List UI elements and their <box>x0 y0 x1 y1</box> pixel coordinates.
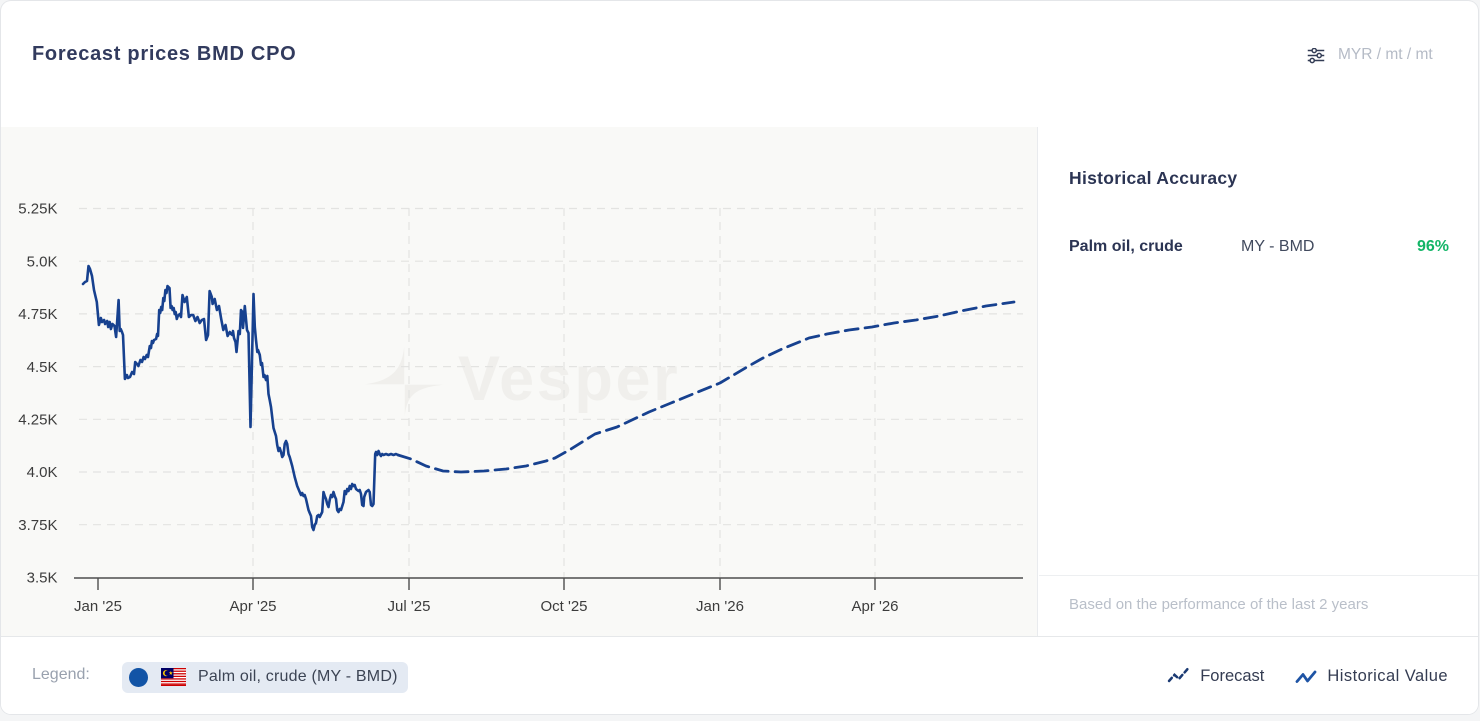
svg-text:Vesper: Vesper <box>458 344 680 414</box>
svg-text:5.0K: 5.0K <box>27 253 58 270</box>
svg-text:Jan '26: Jan '26 <box>696 598 744 615</box>
svg-text:Apr '25: Apr '25 <box>229 598 276 615</box>
svg-text:Oct '25: Oct '25 <box>540 598 587 615</box>
svg-text:5.25K: 5.25K <box>18 201 57 218</box>
svg-text:4.25K: 4.25K <box>18 412 57 429</box>
svg-text:Jul '25: Jul '25 <box>388 598 431 615</box>
svg-text:Jan '25: Jan '25 <box>74 598 122 615</box>
svg-text:4.0K: 4.0K <box>27 464 58 481</box>
svg-text:3.75K: 3.75K <box>18 517 57 534</box>
svg-text:Apr '26: Apr '26 <box>851 598 898 615</box>
svg-text:4.5K: 4.5K <box>27 359 58 376</box>
svg-text:4.75K: 4.75K <box>18 306 57 323</box>
svg-text:3.5K: 3.5K <box>27 570 58 587</box>
